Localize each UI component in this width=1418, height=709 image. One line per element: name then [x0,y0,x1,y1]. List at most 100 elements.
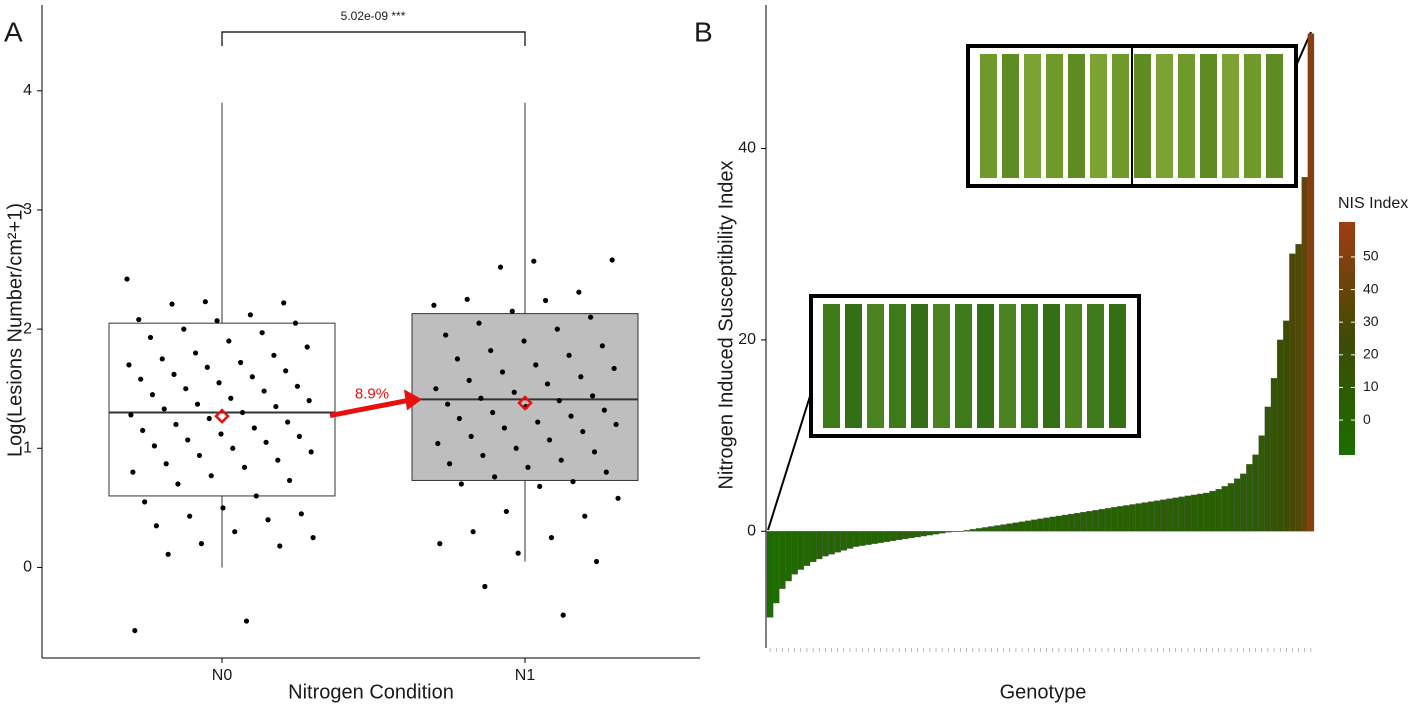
point [238,359,244,366]
point [480,452,486,459]
point [537,483,543,490]
point [497,264,504,270]
leaf [1266,54,1283,178]
point [511,389,517,395]
point [294,383,301,389]
photo-bg [811,296,1139,436]
bar [1006,523,1013,532]
point [568,413,574,419]
point [169,301,175,307]
bar [852,531,860,547]
point [214,318,220,324]
colorbar-label: 20 [1363,346,1379,362]
bar [1074,512,1081,532]
point [554,326,560,332]
point [159,356,165,362]
point [208,473,214,479]
point [251,425,257,431]
point [499,369,506,375]
point [149,392,156,398]
point [591,449,598,455]
point [492,474,498,480]
bar [1049,516,1057,532]
bar [834,531,841,553]
point [466,377,472,383]
point [501,425,508,431]
leaf [1046,54,1063,178]
leaf [1065,304,1082,428]
colorbar-label: 50 [1363,248,1379,264]
point [609,257,615,263]
bar [908,531,915,539]
bar [785,531,792,582]
y-tick-label: 2 [23,320,32,337]
x-tick-label: N1 [515,667,536,684]
point [456,415,462,422]
bar [1203,492,1210,532]
bar [957,531,964,532]
bar [1135,503,1143,532]
y-tick-label: 4 [23,82,32,99]
bar [945,531,952,533]
point [490,409,496,416]
point [130,469,136,475]
mean-marker [517,395,533,411]
point [570,479,576,485]
point [253,493,259,499]
bar [1111,507,1118,532]
bar [938,531,946,534]
point [468,433,474,439]
connector [767,392,812,531]
point [183,386,189,392]
leaf [867,304,884,428]
leaf [1222,54,1239,178]
point [126,362,132,368]
bar [994,525,1001,532]
point [308,449,314,455]
point [185,437,191,443]
point [292,320,299,326]
point [482,583,488,590]
point [175,481,181,487]
bar [914,531,921,538]
point [544,381,551,387]
photos [767,31,1312,531]
bar [932,531,940,535]
bar [1024,520,1032,532]
leaf [1068,54,1085,178]
bar [877,531,884,543]
point [513,445,519,451]
bar [1252,454,1259,532]
point [271,352,277,358]
bar [772,531,780,604]
point [173,421,179,428]
point [171,371,177,377]
point [458,481,464,487]
bar [1209,490,1216,532]
point [142,499,148,505]
point [548,535,555,541]
y-tick-label: 0 [23,559,32,576]
bar [1031,519,1038,532]
point [613,421,619,428]
point [226,338,232,344]
bar [895,531,903,541]
bar [822,531,829,557]
bar [1283,320,1290,532]
bar [1086,511,1093,532]
leaf [977,304,994,428]
leaf [1024,54,1041,178]
bar [1227,483,1235,532]
colorbar-label: 30 [1363,313,1379,329]
point [535,419,541,425]
y-axis-title: Nitrogen Induced Susceptibility Index [715,160,737,489]
point [433,386,439,392]
point [132,627,138,634]
bar [1258,435,1265,532]
point [151,443,158,449]
point [273,403,279,410]
bar [951,531,958,532]
bar [1240,473,1247,532]
leaf [911,304,928,428]
